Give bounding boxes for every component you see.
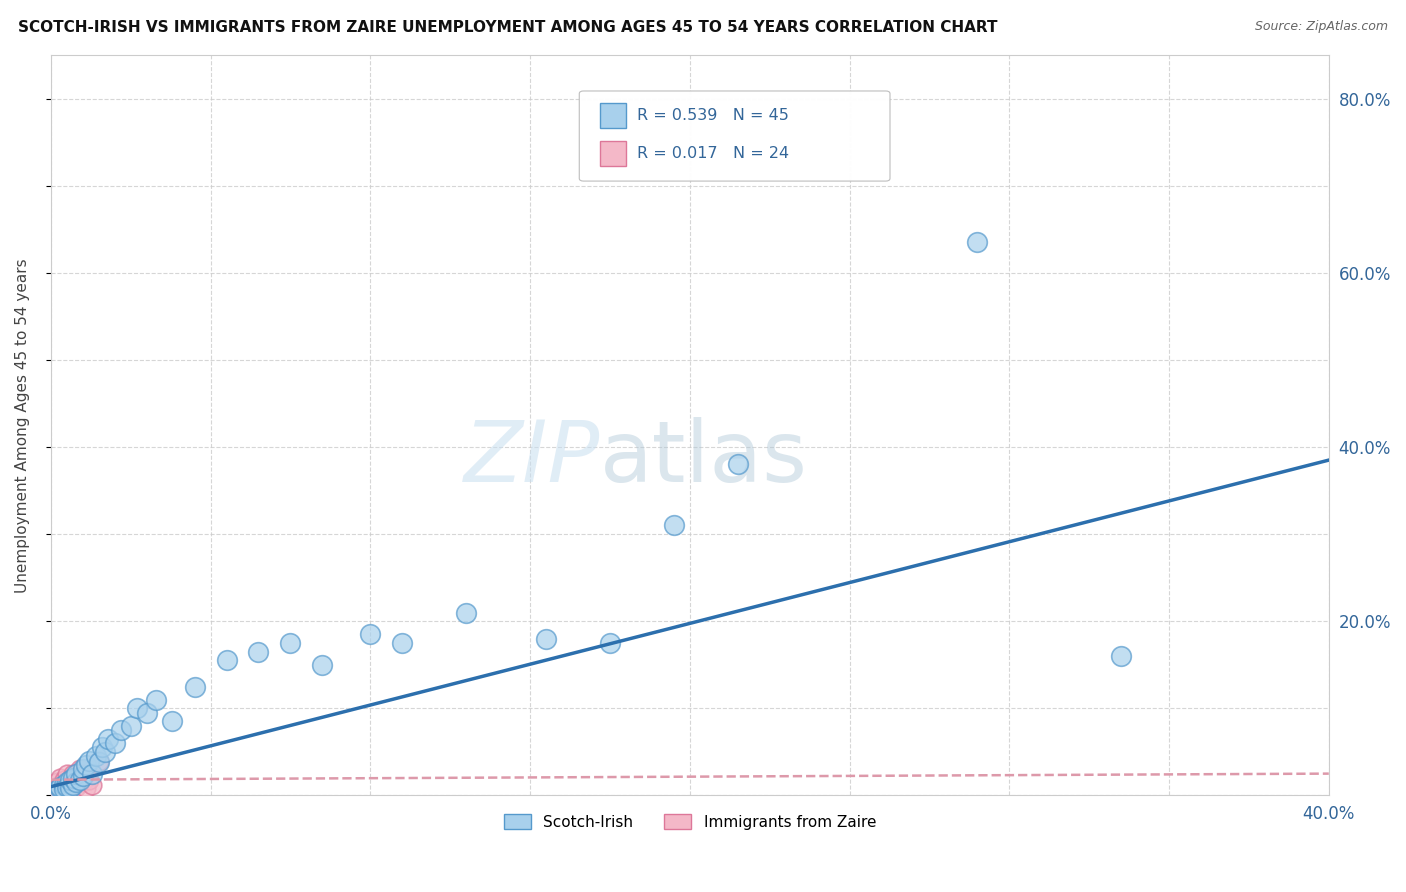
Point	[56, 766, 79, 780]
Point	[127, 701, 149, 715]
Point	[97, 731, 120, 746]
Point	[280, 636, 302, 650]
Text: Source: ZipAtlas.com: Source: ZipAtlas.com	[1254, 20, 1388, 33]
Point	[77, 754, 100, 768]
Point	[65, 775, 87, 789]
Point	[662, 518, 685, 533]
Point	[599, 636, 621, 650]
Point	[966, 235, 988, 250]
Point	[135, 706, 157, 720]
Point	[65, 771, 87, 785]
Point	[247, 645, 270, 659]
Point	[84, 749, 107, 764]
Text: R = 0.017   N = 24: R = 0.017 N = 24	[637, 145, 789, 161]
Point	[456, 606, 478, 620]
Point	[82, 766, 104, 780]
Point	[72, 766, 94, 780]
Legend: Scotch-Irish, Immigrants from Zaire: Scotch-Irish, Immigrants from Zaire	[498, 807, 882, 836]
Y-axis label: Unemployment Among Ages 45 to 54 years: Unemployment Among Ages 45 to 54 years	[15, 258, 30, 592]
Point	[1109, 648, 1132, 663]
Point	[87, 756, 110, 770]
Point	[215, 653, 238, 667]
Point	[120, 719, 142, 733]
Text: atlas: atlas	[600, 417, 808, 500]
Point	[56, 780, 79, 794]
Point	[727, 458, 749, 472]
Point	[62, 771, 84, 785]
Point	[59, 781, 82, 796]
Point	[62, 778, 84, 792]
Point	[52, 778, 75, 792]
Point	[104, 736, 127, 750]
Point	[52, 781, 75, 796]
Point	[72, 775, 94, 789]
Point	[311, 657, 333, 672]
Point	[46, 784, 69, 798]
Point	[49, 778, 72, 792]
Point	[162, 714, 184, 729]
Point	[46, 781, 69, 796]
Point	[42, 784, 65, 798]
Text: R = 0.539   N = 45: R = 0.539 N = 45	[637, 108, 789, 122]
Point	[69, 772, 91, 787]
Point	[59, 781, 82, 796]
Point	[65, 780, 87, 794]
Point	[391, 636, 413, 650]
Point	[110, 723, 132, 737]
Point	[49, 781, 72, 796]
Point	[82, 778, 104, 792]
Point	[59, 772, 82, 787]
Point	[52, 772, 75, 787]
Point	[94, 745, 117, 759]
Point	[75, 758, 97, 772]
Point	[534, 632, 557, 646]
Point	[49, 784, 72, 798]
Point	[77, 772, 100, 787]
Point	[56, 775, 79, 789]
Point	[49, 771, 72, 785]
Point	[59, 775, 82, 789]
Point	[42, 780, 65, 794]
Point	[52, 782, 75, 797]
Point	[69, 762, 91, 776]
Point	[359, 627, 381, 641]
Point	[145, 692, 167, 706]
Point	[49, 780, 72, 794]
Point	[62, 778, 84, 792]
Point	[75, 781, 97, 796]
Point	[72, 769, 94, 783]
Point	[56, 780, 79, 794]
Text: ZIP: ZIP	[464, 417, 600, 500]
Point	[87, 754, 110, 768]
Point	[62, 766, 84, 780]
Point	[65, 766, 87, 780]
Text: SCOTCH-IRISH VS IMMIGRANTS FROM ZAIRE UNEMPLOYMENT AMONG AGES 45 TO 54 YEARS COR: SCOTCH-IRISH VS IMMIGRANTS FROM ZAIRE UN…	[18, 20, 998, 35]
Point	[183, 680, 205, 694]
Point	[91, 740, 114, 755]
Point	[72, 762, 94, 776]
Point	[46, 775, 69, 789]
